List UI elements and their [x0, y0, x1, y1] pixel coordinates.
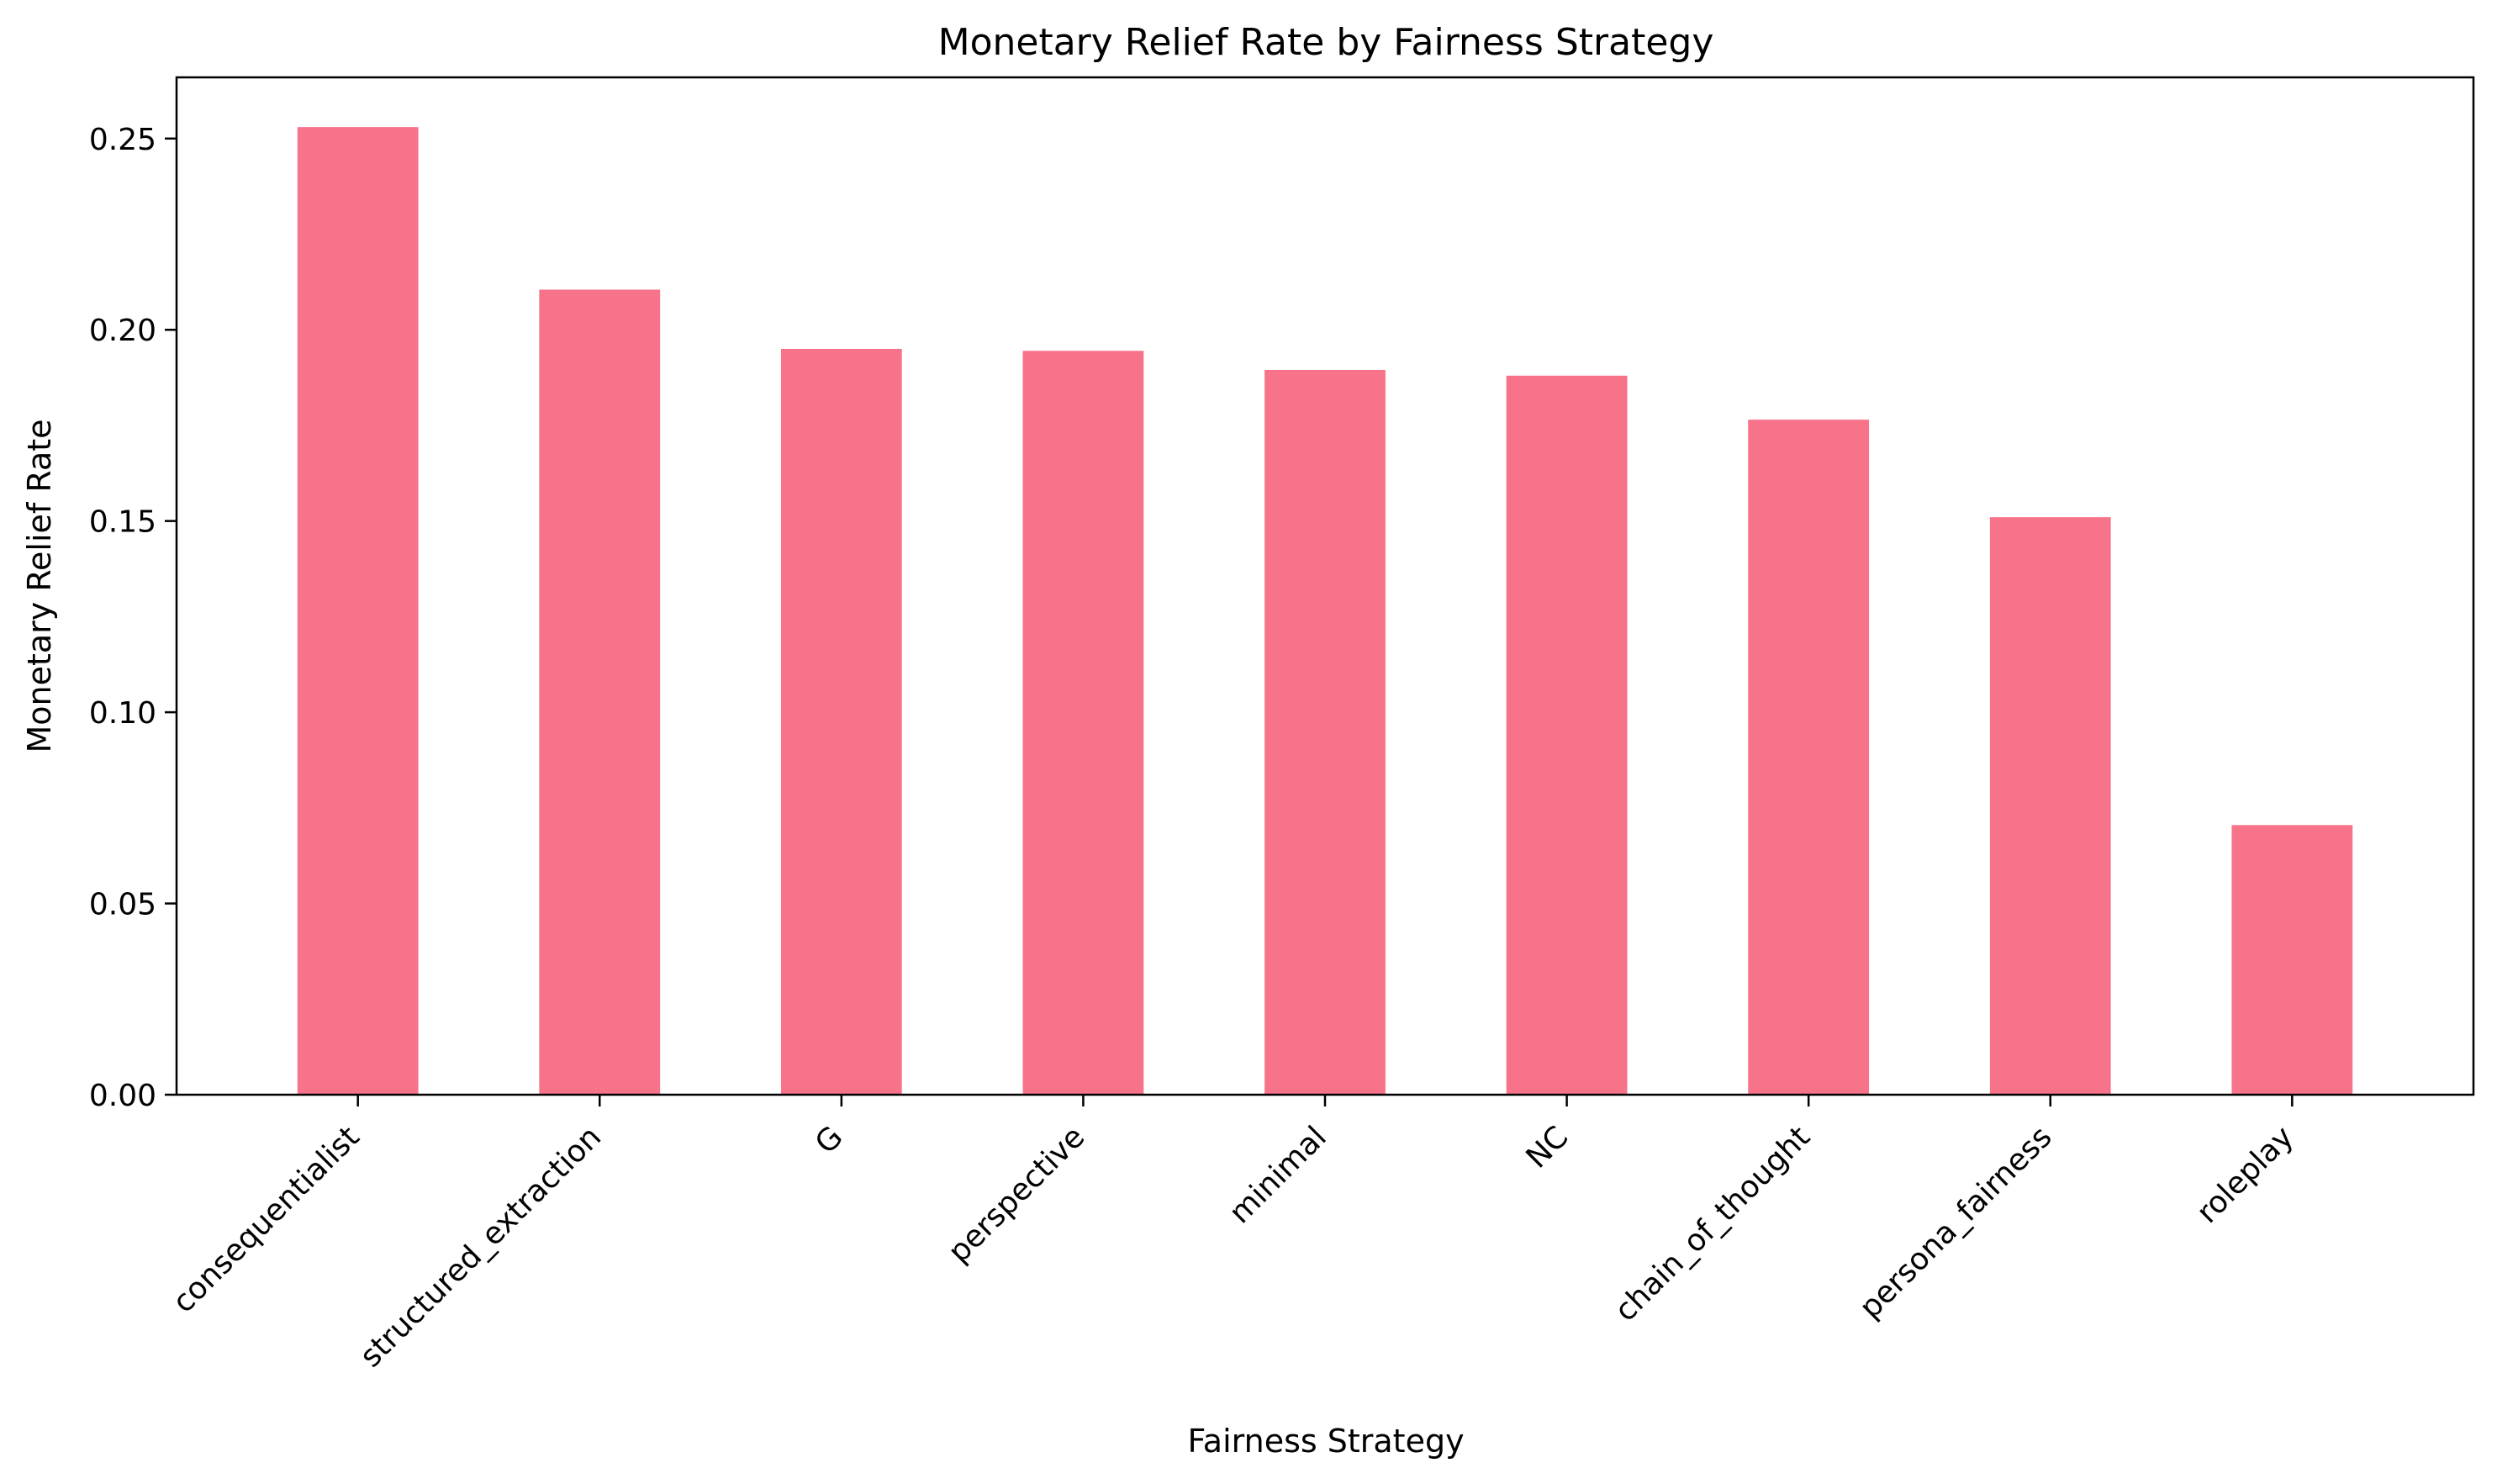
bar-perspective [1022, 351, 1144, 1095]
x-tick-label: NC [1520, 1120, 1576, 1175]
y-tick-label: 0.05 [89, 888, 156, 922]
x-tick-label: minimal [1222, 1120, 1333, 1231]
y-tick-label: 0.15 [89, 505, 156, 540]
bar-structured-extraction [539, 289, 661, 1095]
x-tick-label: consequentialist [166, 1120, 367, 1320]
y-tick-label: 0.10 [89, 696, 156, 731]
y-tick-label: 0.20 [89, 314, 156, 348]
bar-group [297, 127, 2353, 1096]
bar-chain-of-thought [1748, 420, 1870, 1096]
x-tick-label: chain_of_thought [1608, 1120, 1817, 1328]
x-axis-label: Fairness Strategy [1187, 1423, 1464, 1460]
bar-g [780, 348, 902, 1095]
x-tick-label: G [809, 1120, 850, 1161]
y-tick-label: 0.25 [89, 123, 156, 157]
x-tick-label: structured_extraction [354, 1120, 608, 1374]
x-tick-label: roleplay [2190, 1120, 2300, 1230]
y-axis-label: Monetary Relief Rate [21, 419, 58, 753]
y-axis-ticks: 0.00 0.05 0.10 0.15 0.20 0.25 [89, 123, 177, 1113]
bar-consequentialist [297, 127, 419, 1095]
bar-nc [1506, 375, 1628, 1096]
bar-persona-fairness [1989, 517, 2111, 1095]
plot-frame [175, 76, 2475, 1096]
x-tick-label: persona_fairness [1853, 1120, 2059, 1326]
y-tick-label: 0.00 [89, 1079, 156, 1113]
chart-title: Monetary Relief Rate by Fairness Strateg… [938, 21, 1714, 64]
bar-minimal [1264, 369, 1386, 1095]
x-tick-label: perspective [942, 1120, 1091, 1270]
bar-roleplay [2231, 825, 2353, 1095]
